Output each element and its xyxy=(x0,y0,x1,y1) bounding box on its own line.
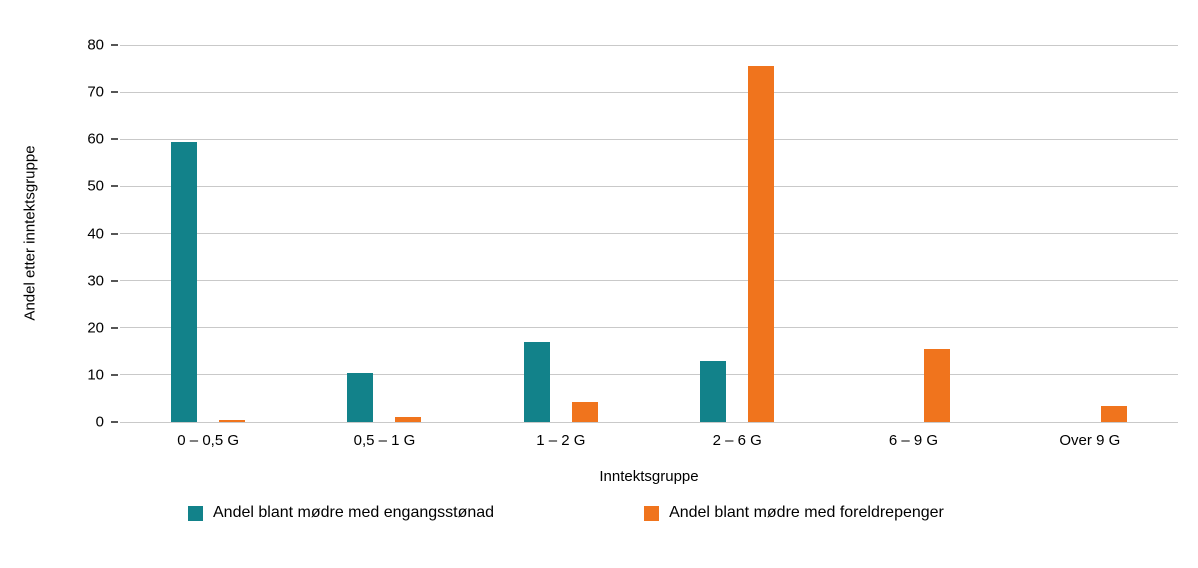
gridline xyxy=(120,421,1178,423)
bar-foreldrepenger xyxy=(395,417,422,422)
legend-item-foreldrepenger: Andel blant mødre med foreldrepenger xyxy=(644,504,944,522)
gridline xyxy=(120,233,1178,234)
y-tick-mark xyxy=(111,232,118,235)
gridline xyxy=(120,185,1178,187)
legend-label-engangsstonad: Andel blant mødre med engangsstønad xyxy=(213,504,495,521)
y-tick-label: 70 xyxy=(87,83,104,101)
bar-group: 1 – 2 G xyxy=(473,45,649,449)
plot-area: 0 10 20 30 40 50 60 70 80 0 – 0,5 G 0,5 – 1 G 1 – 2… xyxy=(87,37,1178,449)
x-tick-label: Over 9 G xyxy=(1059,432,1121,449)
bar-group: 0 – 0,5 G xyxy=(120,45,296,449)
y-tick-mark xyxy=(111,279,118,282)
bar-group: 0,5 – 1 G xyxy=(296,45,472,449)
gridline xyxy=(120,280,1178,282)
y-tick-mark xyxy=(111,421,118,423)
y-tick-label: 10 xyxy=(87,366,104,384)
bar-engangsstonad xyxy=(523,341,550,422)
gridline xyxy=(120,91,1178,93)
x-tick-label: 6 – 9 G xyxy=(888,432,939,449)
y-axis-label: Andel etter inntektsgruppe xyxy=(21,145,39,321)
bar-foreldrepenger xyxy=(219,419,246,422)
gridline xyxy=(120,327,1178,329)
x-tick-label: 2 – 6 G xyxy=(712,432,762,449)
y-tick-label: 80 xyxy=(87,36,104,54)
bar-group: Over 9 G xyxy=(1002,45,1178,449)
y-tick-mark xyxy=(111,326,118,329)
bar-foreldrepenger xyxy=(924,348,951,422)
legend-swatch-orange-icon xyxy=(644,505,660,521)
y-tick-mark xyxy=(111,185,118,188)
x-tick-label: 0 – 0,5 G xyxy=(177,432,240,449)
gridline xyxy=(120,374,1178,376)
bar-foreldrepenger xyxy=(748,66,775,422)
gridline xyxy=(120,44,1178,46)
x-tick-label: 0,5 – 1 G xyxy=(353,432,416,449)
y-tick-mark xyxy=(111,373,118,376)
y-tick-mark xyxy=(111,44,118,46)
y-tick-label: 60 xyxy=(87,130,104,148)
x-axis-label: Inntektsgruppe xyxy=(599,468,699,485)
bar-engangsstonad xyxy=(347,372,374,422)
bar-engangsstonad xyxy=(171,141,198,422)
x-tick-label: 1 – 2 G xyxy=(536,432,586,449)
y-tick-label: 20 xyxy=(87,319,104,337)
y-tick-label: 30 xyxy=(87,272,104,290)
legend: Andel blant mødre med engangsstønad Ande… xyxy=(0,504,1198,522)
y-tick-mark xyxy=(111,91,118,94)
bar-group: 2 – 6 G xyxy=(649,45,825,449)
y-tick-label: 0 xyxy=(95,413,104,431)
legend-item-engangsstonad: Andel blant mødre med engangsstønad xyxy=(188,504,494,522)
bar-group: 6 – 9 G xyxy=(825,45,1001,449)
y-tick-label: 40 xyxy=(87,225,104,242)
bar-foreldrepenger xyxy=(571,402,598,422)
legend-label-foreldrepenger: Andel blant mødre med foreldrepenger xyxy=(669,504,944,521)
gridline xyxy=(120,138,1178,140)
bar-foreldrepenger xyxy=(1100,405,1127,422)
y-tick-label: 50 xyxy=(87,177,104,195)
legend-swatch-teal-icon xyxy=(188,505,203,521)
bar-engangsstonad xyxy=(700,360,727,422)
y-tick-mark xyxy=(111,138,118,141)
